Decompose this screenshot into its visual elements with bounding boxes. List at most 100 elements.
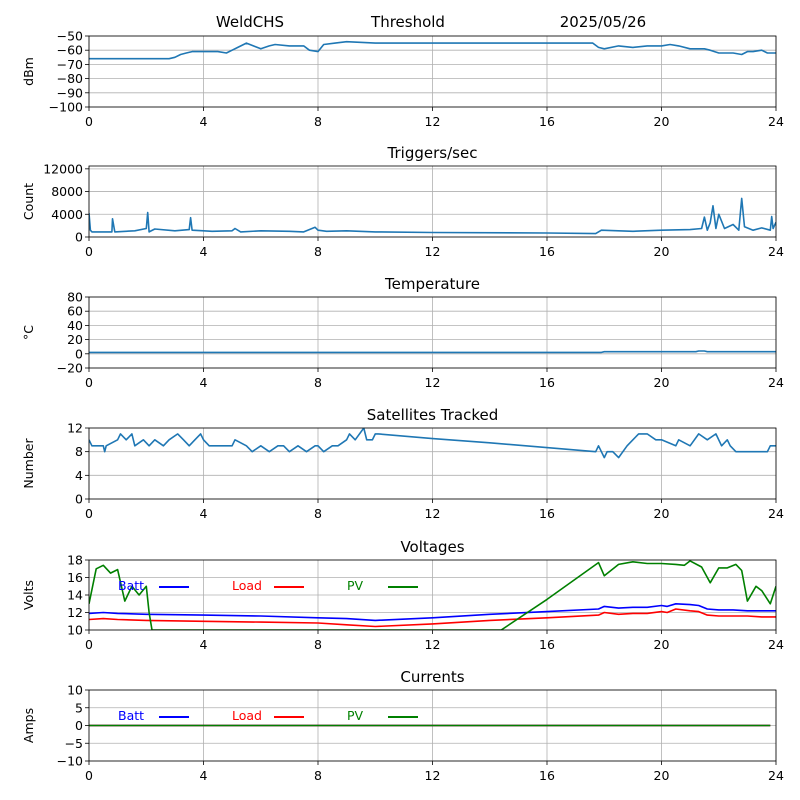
currents-panel: Currents Amps 0 4 8 12 16 20 24 −10 −5 0 5 10 Batt Load… [21,668,784,783]
voltages-ytick-label: 18 [67,553,83,568]
triggers-ylabel: Count [21,183,36,220]
currents-title: Currents [400,668,464,686]
satellites-xtick-label: 4 [200,506,208,521]
temperature-title: Temperature [384,275,480,293]
voltages-xtick-label: 0 [85,637,93,652]
currents-xtick-label: 24 [768,768,784,783]
satellites-series-line [89,428,776,459]
temperature-xtick-label: 20 [654,375,670,390]
temperature-ytick-label: −20 [57,361,83,376]
figure-header: WeldCHS Threshold 2025/05/26 [216,13,646,31]
satellites-ytick-label: 4 [75,468,83,483]
header-label: Threshold [370,13,445,31]
temperature-ytick-label: 0 [75,346,83,361]
voltages-series-load [89,608,776,628]
voltages-legend-pv: PV [347,578,364,593]
currents-ylabel: Amps [21,708,36,743]
voltages-legend-load: Load [232,578,262,593]
threshold-ylabel: dBm [21,57,36,86]
currents-xtick-label: 0 [85,768,93,783]
voltages-ytick-label: 10 [67,623,83,638]
header-date: 2025/05/26 [560,13,646,31]
satellites-title: Satellites Tracked [367,406,498,424]
satellites-ylabel: Number [21,438,36,489]
currents-axes-frame [88,689,777,762]
voltages-series-batt [89,602,776,622]
temperature-ytick-label: 60 [67,304,83,319]
threshold-xtick-label: 16 [539,114,555,129]
triggers-xtick-label: 0 [85,244,93,259]
voltages-panel: Voltages Volts 0 4 8 12 16 20 24 10 12 14 16 18 Batt Lo… [21,538,784,652]
triggers-xtick-label: 12 [425,244,441,259]
satellites-xtick-label: 12 [425,506,441,521]
triggers-series-line [89,197,776,235]
currents-xtick-label: 12 [425,768,441,783]
temperature-xtick-label: 4 [200,375,208,390]
temperature-xtick-label: 24 [768,375,784,390]
threshold-ytick-label: −90 [57,85,83,100]
voltages-xtick-label: 16 [539,637,555,652]
threshold-axes-frame [88,35,777,108]
satellites-ytick-label: 0 [75,492,83,507]
triggers-xtick-label: 8 [314,244,322,259]
voltages-legend-batt: Batt [118,578,144,593]
voltages-ytick-label: 12 [67,605,83,620]
temperature-ylabel: °C [21,325,36,340]
currents-legend-pv: PV [347,708,364,723]
voltages-title: Voltages [400,538,464,556]
threshold-xtick-label: 12 [425,114,441,129]
voltages-axes-frame [88,559,777,631]
voltages-series-pv [89,560,776,630]
currents-xtick-label: 8 [314,768,322,783]
currents-ytick-label: 10 [67,683,83,698]
voltages-xtick-label: 8 [314,637,322,652]
triggers-ytick-label: 12000 [43,161,83,176]
currents-xtick-label: 4 [200,768,208,783]
currents-legend-load: Load [232,708,262,723]
currents-legend-batt: Batt [118,708,144,723]
triggers-xtick-label: 24 [768,244,784,259]
triggers-ytick-label: 4000 [51,207,83,222]
triggers-axes-frame [88,165,777,238]
triggers-xtick-label: 20 [654,244,670,259]
temperature-ytick-label: 20 [67,332,83,347]
temperature-xtick-label: 8 [314,375,322,390]
satellites-xtick-label: 0 [85,506,93,521]
threshold-xtick-label: 24 [768,114,784,129]
currents-ytick-label: −5 [65,736,83,751]
satellites-xtick-label: 20 [654,506,670,521]
threshold-series-line [89,40,776,60]
station-name: WeldCHS [216,13,284,31]
temperature-axes-frame [88,296,777,369]
threshold-panel: dBm 0 4 8 12 16 20 24 −100−90−80−70−60−50 [21,29,784,130]
threshold-ytick-label: −60 [57,43,83,58]
triggers-xtick-label: 16 [539,244,555,259]
voltages-xtick-label: 4 [200,637,208,652]
threshold-xtick-label: 8 [314,114,322,129]
temperature-xtick-label: 16 [539,375,555,390]
threshold-ytick-label: −100 [49,100,83,115]
voltages-xtick-label: 20 [654,637,670,652]
satellites-xtick-label: 8 [314,506,322,521]
voltages-ytick-label: 14 [67,588,83,603]
satellites-panel: Satellites Tracked Number 0 4 8 12 16 20 24 0 4 8 12 [21,406,784,521]
threshold-xtick-label: 0 [85,114,93,129]
satellites-axes-frame [88,427,777,500]
voltages-xtick-label: 24 [768,637,784,652]
temperature-xtick-label: 0 [85,375,93,390]
threshold-xtick-label: 20 [654,114,670,129]
temperature-ytick-label: 40 [67,318,83,333]
temperature-ytick-label: 80 [67,290,83,305]
temperature-xtick-label: 12 [425,375,441,390]
satellites-ytick-label: 12 [67,421,83,436]
currents-ytick-label: −10 [57,754,83,769]
voltages-ylabel: Volts [21,580,36,610]
temperature-series-line [89,350,776,354]
voltages-ytick-label: 16 [67,570,83,585]
satellites-xtick-label: 24 [768,506,784,521]
currents-xtick-label: 16 [539,768,555,783]
triggers-title: Triggers/sec [387,144,478,162]
voltages-xtick-label: 12 [425,637,441,652]
